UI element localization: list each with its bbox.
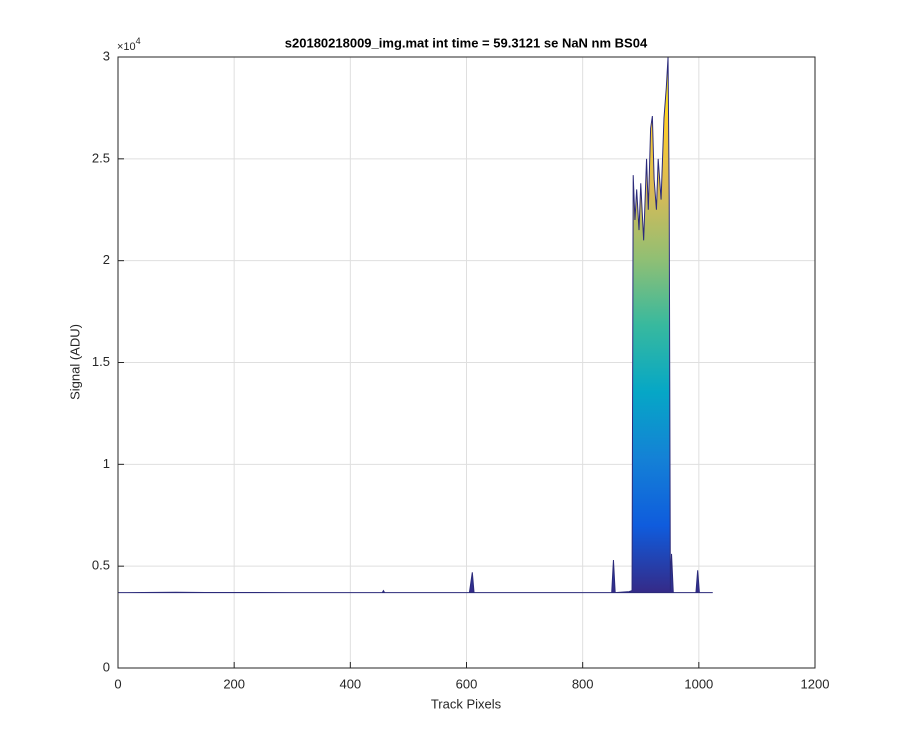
x-tick-label: 1000 [684,676,713,691]
x-axis-label: Track Pixels [431,696,502,711]
signal-area [117,56,713,594]
y-multiplier-base: ×10 [117,41,136,53]
axes-box [117,56,816,669]
x-tick-label: 200 [223,676,245,691]
y-tick-label: 1 [103,456,110,471]
x-tick-label: 600 [456,676,478,691]
y-axis-label: Signal (ADU) [67,324,82,400]
y-tick-label: 2 [103,252,110,267]
y-multiplier: ×104 [117,36,141,53]
y-multiplier-exponent: 4 [136,36,141,46]
y-tick-label: 2.5 [92,150,110,165]
x-tick-label: 0 [114,676,121,691]
x-tick-label: 1200 [801,676,830,691]
chart-title: s20180218009_img.mat int time = 59.3121 … [285,35,648,50]
x-tick-label: 400 [339,676,361,691]
y-tick-label: 3 [103,48,110,63]
y-tick-label: 1.5 [92,354,110,369]
x-tick-label: 800 [572,676,594,691]
y-tick-label: 0.5 [92,558,110,573]
y-tick-label: 0 [103,659,110,674]
